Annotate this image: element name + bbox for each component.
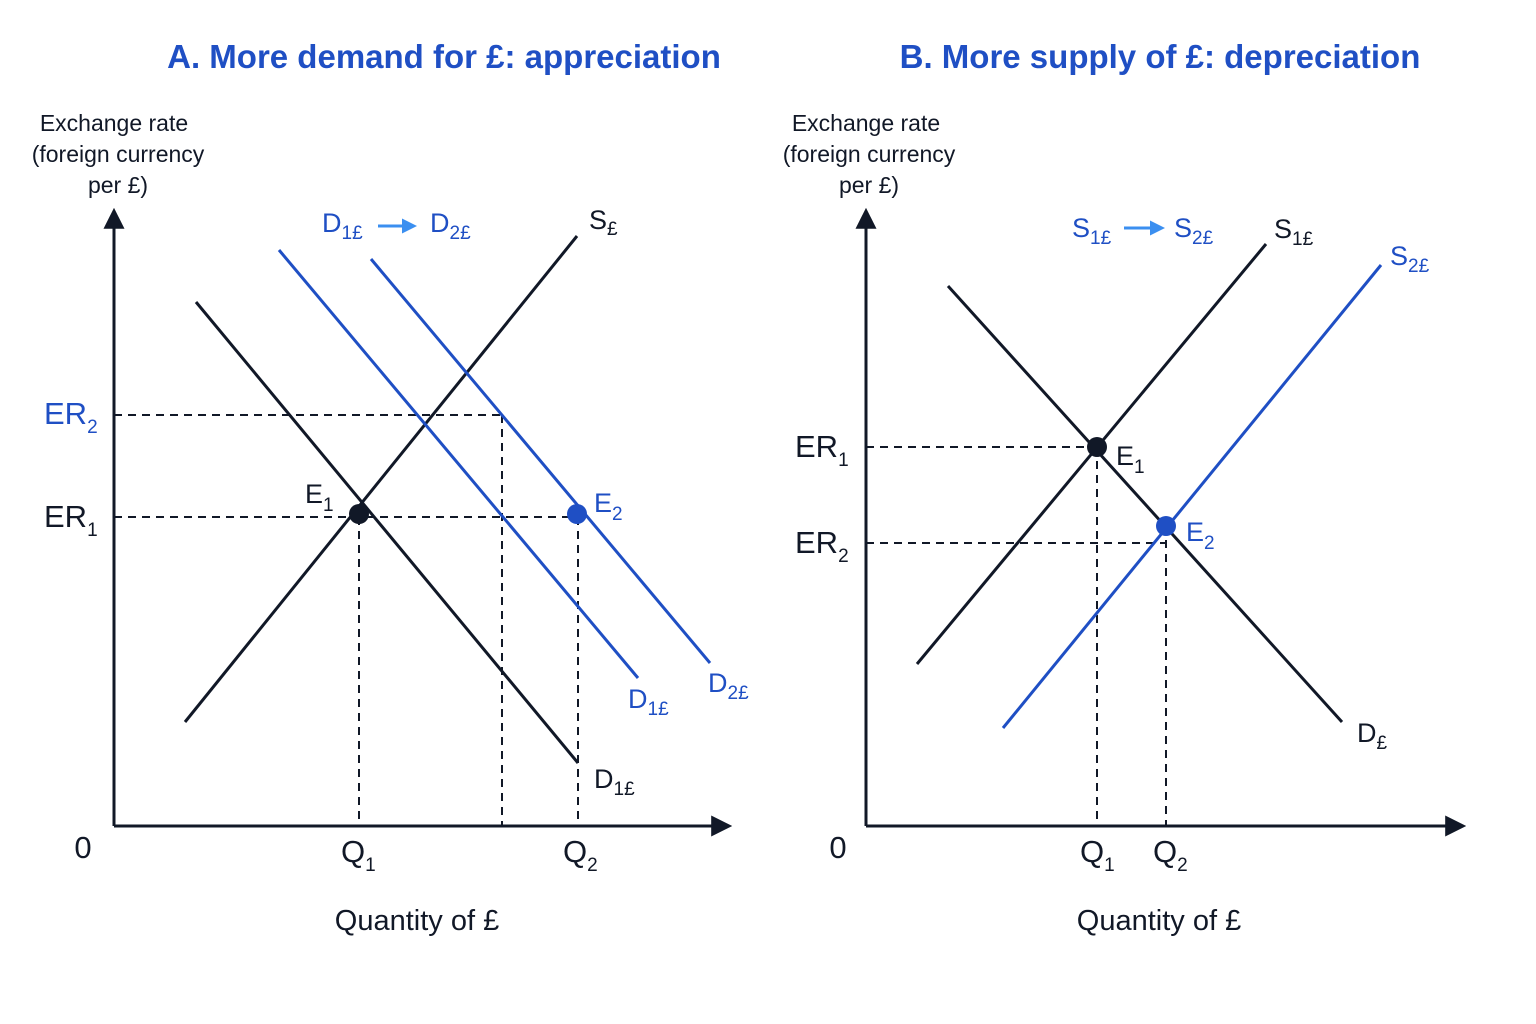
panel-b-e2-label: E2 [1186, 517, 1215, 554]
panel-b-q1-label: Q1 [1080, 834, 1115, 876]
panel-b-legend-from: S1£ [1072, 213, 1112, 249]
panel-b-e2-point [1156, 516, 1176, 536]
panel-a-legend-from: D1£ [322, 208, 363, 244]
panel-b-er2-label: ER2 [795, 525, 849, 567]
panel-b-q2-label: Q2 [1153, 834, 1188, 876]
panel-a-guides [114, 414, 579, 826]
panel-a-shift-legend: D1£ D2£ [322, 208, 471, 244]
panel-b-supply2-label: S2£ [1390, 241, 1430, 277]
panel-a-e1-label: E1 [305, 479, 334, 516]
panel-a-e2-label: E2 [594, 488, 623, 525]
panel-b: B. More supply of £: depreciation Exchan… [783, 38, 1467, 937]
panel-a-x-axis-label: Quantity of £ [335, 905, 499, 937]
panel-a-demand1-new-curve [277, 249, 640, 679]
panel-b-y-label-line1: Exchange rate [792, 110, 940, 136]
panel-b-x-axis-label: Quantity of £ [1077, 905, 1241, 937]
panel-a-supply-label: S£ [589, 205, 618, 240]
panel-a-q1-label: Q1 [341, 834, 376, 876]
panel-a-e1-point [349, 504, 369, 524]
panel-a-supply-curve [183, 235, 579, 723]
panel-b-e1-point [1087, 437, 1107, 457]
panel-a-y-label-line1: Exchange rate [40, 110, 188, 136]
panel-b-shift-legend: S1£ S2£ [1072, 213, 1214, 249]
panel-b-demand-label: D£ [1357, 718, 1388, 754]
panel-a-y-label-line3: per £) [88, 172, 148, 198]
panel-a-demand2-curve [369, 258, 712, 664]
panel-b-guides [866, 446, 1167, 826]
panel-b-legend-to: S2£ [1174, 213, 1214, 249]
panel-a-demand1-label: D1£ [594, 764, 635, 800]
panel-b-y-label-line3: per £) [839, 172, 899, 198]
panel-a-demand1-new-label: D1£ [628, 684, 669, 720]
panel-b-er1-label: ER1 [795, 429, 849, 471]
panel-a-er2-label: ER2 [44, 396, 98, 438]
panel-a-demand2-label: D2£ [708, 668, 749, 704]
panel-a-y-label-line2: (foreign currency [32, 141, 205, 167]
panel-a-er1-label: ER1 [44, 499, 98, 541]
panel-b-title: B. More supply of £: depreciation [900, 38, 1421, 75]
panel-a: A. More demand for £: appreciation Excha… [32, 38, 749, 937]
panel-b-origin: 0 [829, 830, 846, 865]
panel-a-demand1-curve [194, 301, 580, 764]
panel-b-y-axis-label: Exchange rate (foreign currency per £) [783, 110, 956, 198]
panel-b-supply2-curve [1001, 264, 1383, 729]
panel-b-e1-label: E1 [1116, 441, 1145, 478]
panel-a-e2-point [567, 504, 587, 524]
panel-b-y-label-line2: (foreign currency [783, 141, 956, 167]
panel-a-y-axis-label: Exchange rate (foreign currency per £) [32, 110, 205, 198]
panel-a-q2-label: Q2 [563, 834, 598, 876]
panel-b-demand-curve [946, 284, 1344, 724]
panel-a-title: A. More demand for £: appreciation [167, 38, 721, 75]
panel-a-legend-to: D2£ [430, 208, 471, 244]
panel-a-origin: 0 [74, 830, 91, 865]
panel-b-supply1-label: S1£ [1274, 214, 1314, 250]
